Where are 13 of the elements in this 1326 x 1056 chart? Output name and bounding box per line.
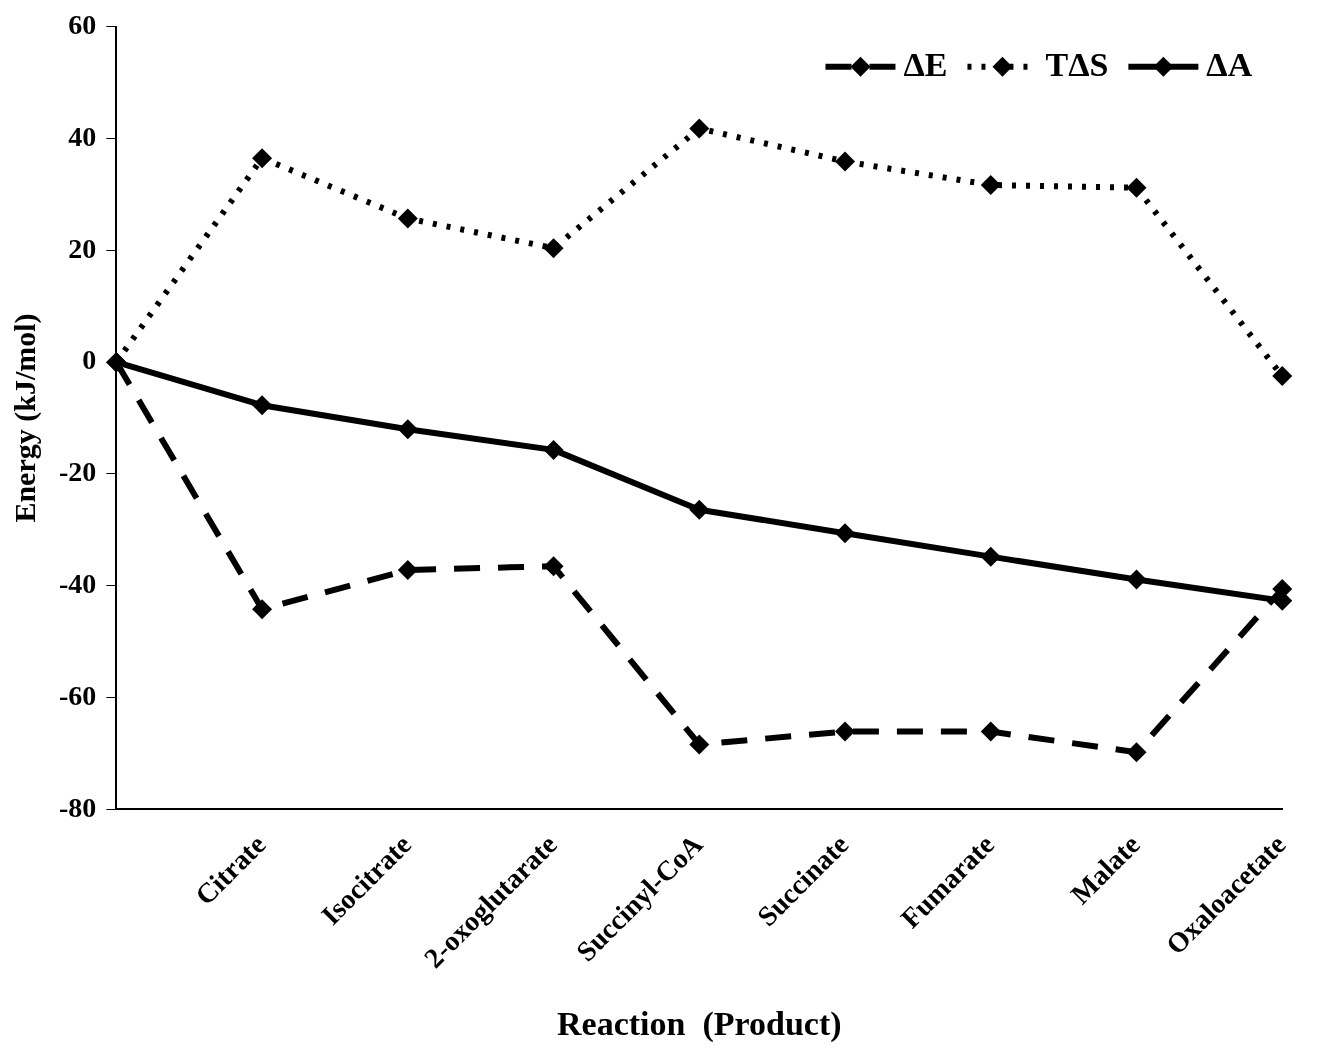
y-tick-label: -20 — [59, 456, 97, 488]
legend-label: ΔE — [903, 45, 948, 83]
y-tick-label: 60 — [68, 9, 97, 41]
x-axis-title: Reaction (Product) — [557, 1005, 842, 1044]
y-axis-title: Energy (kJ/mol) — [7, 313, 42, 523]
y-tick-label: 0 — [82, 344, 97, 376]
legend-label: ΔA — [1206, 45, 1253, 83]
y-tick-label: -60 — [59, 679, 97, 711]
y-tick-label: -80 — [59, 791, 97, 823]
legend-label: TΔS — [1045, 45, 1109, 83]
y-tick-label: 20 — [68, 232, 97, 264]
y-tick-label: -40 — [59, 567, 97, 599]
y-tick-label: 40 — [68, 120, 97, 152]
